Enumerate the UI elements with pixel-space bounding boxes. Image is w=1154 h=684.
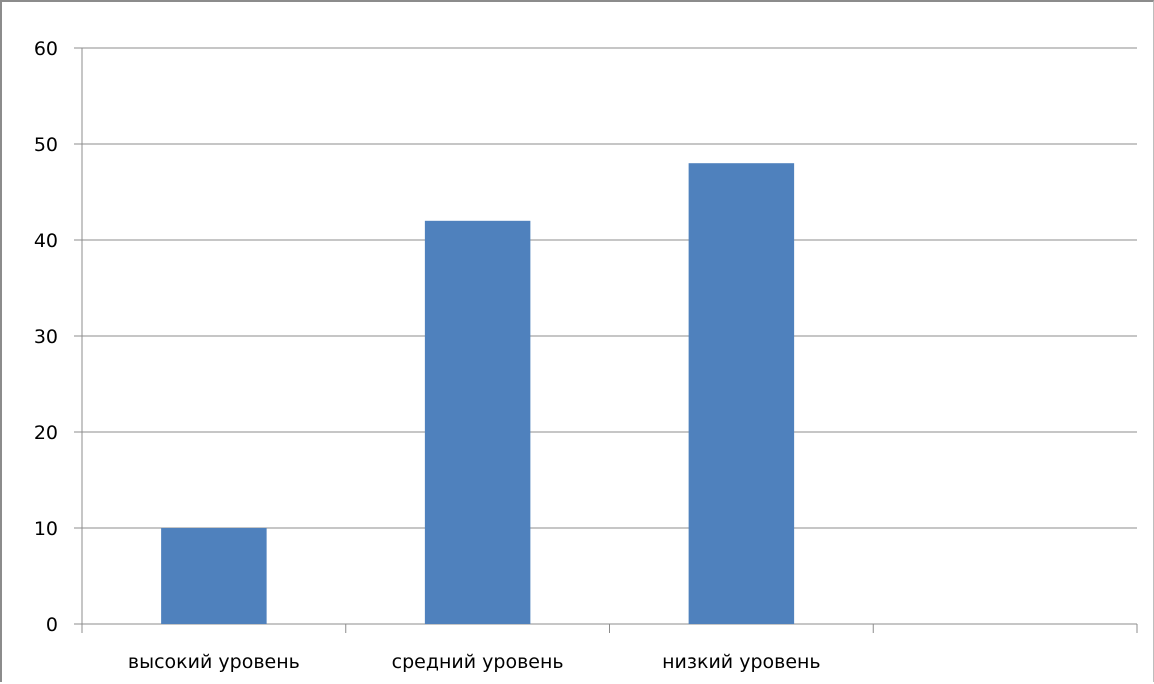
y-tick-label-60: 60	[34, 38, 58, 60]
bar-1	[424, 220, 531, 625]
x-category-label-1: средний уровень	[392, 651, 564, 673]
y-tick-label-40: 40	[34, 230, 58, 252]
y-tick-label-20: 20	[34, 422, 58, 444]
y-tick-label-50: 50	[34, 134, 58, 156]
x-category-label-2: низкий уровень	[662, 651, 821, 673]
y-tick-label-10: 10	[34, 518, 58, 540]
bar-0	[161, 528, 267, 624]
y-tick-label-0: 0	[46, 614, 58, 636]
x-category-label-0: высокий уровень	[128, 651, 300, 673]
y-tick-label-30: 30	[34, 326, 58, 348]
bar-2	[688, 163, 795, 624]
